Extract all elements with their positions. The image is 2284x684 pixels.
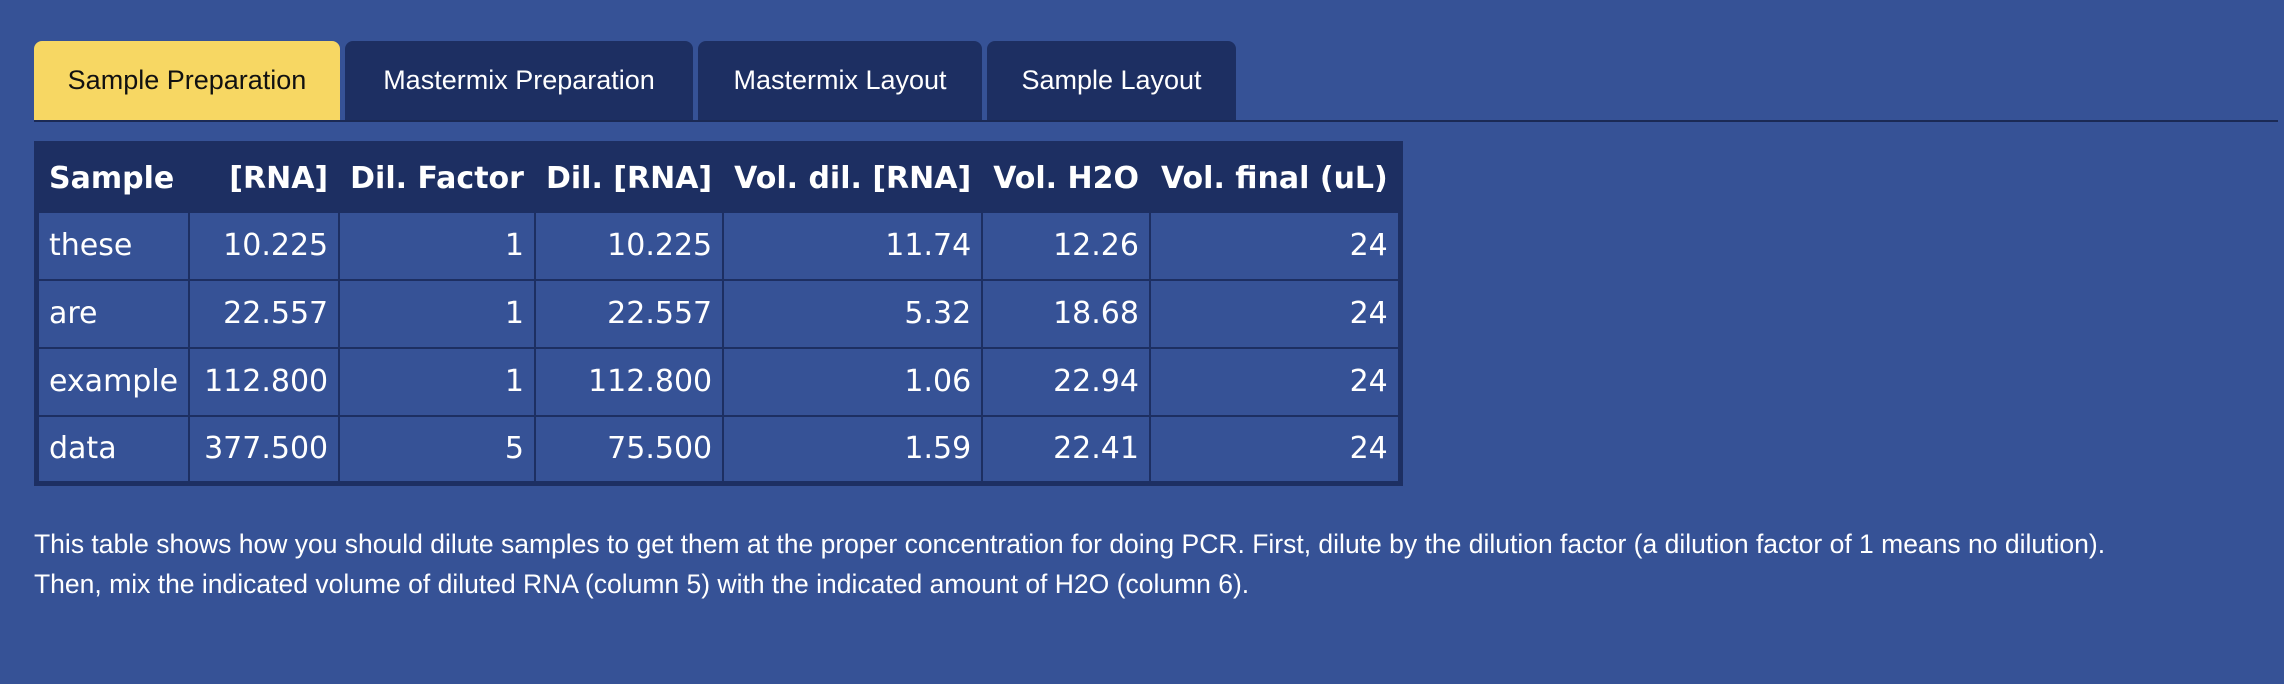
description-line-1: This table shows how you should dilute s… bbox=[34, 529, 2106, 559]
tab-mastermix-layout[interactable]: Mastermix Layout bbox=[698, 41, 982, 120]
cell-vol-h2o: 22.94 bbox=[981, 346, 1151, 417]
tab-mastermix-preparation[interactable]: Mastermix Preparation bbox=[345, 41, 693, 120]
cell-sample: are bbox=[35, 278, 191, 349]
column-header-vol-final: Vol. final (uL) bbox=[1148, 142, 1402, 213]
cell-vol-dil-rna: 11.74 bbox=[722, 210, 984, 281]
cell-vol-h2o: 22.41 bbox=[981, 414, 1151, 485]
cell-rna: 22.557 bbox=[188, 278, 341, 349]
cell-dil-factor: 5 bbox=[338, 414, 536, 485]
cell-vol-h2o: 18.68 bbox=[981, 278, 1151, 349]
cell-vol-final: 24 bbox=[1148, 278, 1402, 349]
table-header: Sample [RNA] Dil. Factor Dil. [RNA] Vol.… bbox=[35, 142, 1402, 213]
cell-vol-dil-rna: 1.06 bbox=[722, 346, 984, 417]
cell-dil-rna: 75.500 bbox=[533, 414, 725, 485]
tab-sample-preparation[interactable]: Sample Preparation bbox=[34, 41, 340, 120]
cell-dil-factor: 1 bbox=[338, 210, 536, 281]
description-line-2: Then, mix the indicated volume of dilute… bbox=[34, 569, 1250, 599]
column-header-rna: [RNA] bbox=[188, 142, 341, 213]
column-header-dil-factor: Dil. Factor bbox=[338, 142, 536, 213]
column-header-vol-h2o: Vol. H2O bbox=[981, 142, 1151, 213]
cell-vol-final: 24 bbox=[1148, 414, 1402, 485]
tab-sample-layout[interactable]: Sample Layout bbox=[987, 41, 1236, 120]
table-body: these 10.225 1 10.225 11.74 12.26 24 are… bbox=[35, 210, 1402, 485]
tab-bar: Sample Preparation Mastermix Preparation… bbox=[34, 41, 2278, 122]
cell-dil-rna: 112.800 bbox=[533, 346, 725, 417]
cell-vol-final: 24 bbox=[1148, 210, 1402, 281]
cell-rna: 377.500 bbox=[188, 414, 341, 485]
table-row: these 10.225 1 10.225 11.74 12.26 24 bbox=[35, 210, 1402, 281]
cell-rna: 10.225 bbox=[188, 210, 341, 281]
cell-dil-rna: 10.225 bbox=[533, 210, 725, 281]
cell-dil-rna: 22.557 bbox=[533, 278, 725, 349]
sample-preparation-table: Sample [RNA] Dil. Factor Dil. [RNA] Vol.… bbox=[34, 141, 1403, 486]
cell-sample: example bbox=[35, 346, 191, 417]
table-description: This table shows how you should dilute s… bbox=[34, 524, 2274, 604]
cell-sample: these bbox=[35, 210, 191, 281]
cell-vol-dil-rna: 1.59 bbox=[722, 414, 984, 485]
cell-vol-final: 24 bbox=[1148, 346, 1402, 417]
cell-rna: 112.800 bbox=[188, 346, 341, 417]
table-row: are 22.557 1 22.557 5.32 18.68 24 bbox=[35, 278, 1402, 349]
cell-dil-factor: 1 bbox=[338, 278, 536, 349]
column-header-vol-dil-rna: Vol. dil. [RNA] bbox=[722, 142, 984, 213]
table-header-row: Sample [RNA] Dil. Factor Dil. [RNA] Vol.… bbox=[35, 142, 1402, 213]
cell-vol-h2o: 12.26 bbox=[981, 210, 1151, 281]
column-header-sample: Sample bbox=[35, 142, 191, 213]
cell-dil-factor: 1 bbox=[338, 346, 536, 417]
cell-vol-dil-rna: 5.32 bbox=[722, 278, 984, 349]
table-row: data 377.500 5 75.500 1.59 22.41 24 bbox=[35, 414, 1402, 485]
cell-sample: data bbox=[35, 414, 191, 485]
column-header-dil-rna: Dil. [RNA] bbox=[533, 142, 725, 213]
table-row: example 112.800 1 112.800 1.06 22.94 24 bbox=[35, 346, 1402, 417]
